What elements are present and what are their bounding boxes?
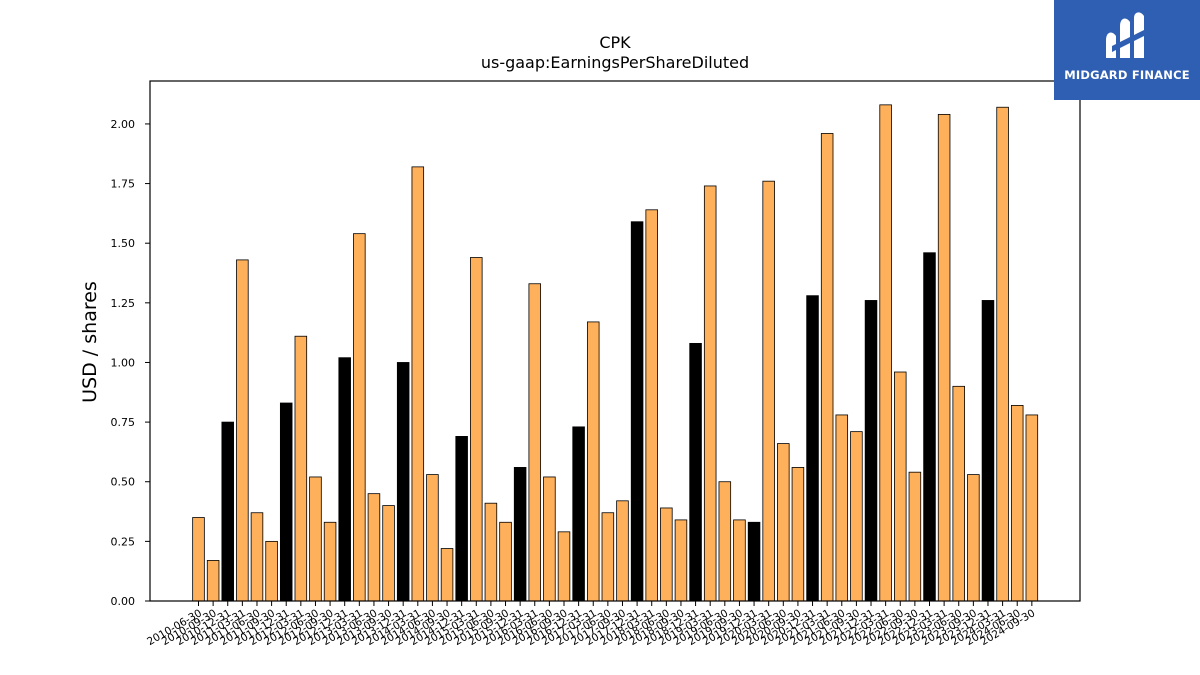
brand-name: MIDGARD FINANCE [1064,68,1190,82]
bar-2011-12-31 [279,402,293,602]
bar-2010-09-30 [206,560,220,602]
plot-frame [149,80,1081,602]
y-tick-label: 0.25 [111,535,136,548]
bar-2014-09-30 [440,548,454,602]
bar-2023-03-31 [937,113,951,602]
bar-2023-12-31 [981,300,995,602]
bar-2013-06-30 [367,493,381,602]
chart-subtitle: us-gaap:EarningsPerShareDiluted [481,53,749,72]
bar-2024-06-30 [1010,404,1024,602]
bar-2017-09-30 [616,500,629,602]
bar-2011-06-30 [250,512,264,602]
bar-2015-09-30 [499,521,512,602]
bar-2019-03-31 [703,185,717,602]
bar-2018-09-30 [674,519,688,602]
y-tick-label: 2.00 [111,118,136,131]
bar-2017-03-31 [586,321,600,602]
bar-group [192,104,1039,602]
bar-2013-09-30 [382,505,395,602]
y-tick-label: 0.50 [111,476,136,489]
bar-2016-12-31 [572,426,585,602]
bar-2024-03-31 [996,106,1009,602]
bar-2021-09-30 [850,431,863,602]
bar-2014-12-31 [455,436,468,602]
bar-2014-06-30 [426,474,439,602]
bar-2015-03-31 [470,257,483,602]
bar-2018-12-31 [689,342,702,602]
bar-2011-09-30 [265,540,278,602]
y-axis: 0.00 0.25 0.50 0.75 1.00 1.25 1.50 1.75 2.00 [111,118,150,608]
x-axis: 2010-06-302010-09-302010-12-312011-03-31… [145,601,1037,648]
bar-2015-12-31 [513,467,527,602]
y-axis-label: USD / shares [79,281,101,403]
bar-2021-03-31 [820,133,834,602]
y-tick-label: 1.75 [111,178,136,191]
y-tick-label: 1.50 [111,237,136,250]
bar-2013-12-31 [396,362,410,602]
bar-2016-09-30 [557,531,571,602]
bar-2018-03-31 [645,209,658,602]
bar-2012-12-31 [338,357,351,602]
bar-2022-12-31 [923,252,936,602]
bar-2013-03-31 [353,233,366,602]
chart-title: CPK [599,33,631,52]
bar-2019-06-30 [718,481,732,602]
brand-logo: MIDGARD FINANCE [1054,0,1200,100]
bar-2012-03-31 [294,335,308,602]
bar-2024-09-30 [1025,414,1039,602]
y-tick-label: 1.25 [111,297,136,310]
bar-2012-09-30 [323,521,337,602]
bar-2020-06-30 [777,443,790,602]
bar-2023-06-30 [952,385,965,602]
bar-2017-06-30 [601,512,615,602]
bar-2023-09-30 [967,474,980,602]
bar-2010-06-30 [192,517,205,602]
y-tick-label: 0.00 [111,595,136,608]
bar-2016-03-31 [528,283,542,602]
bar-2020-12-31 [806,295,819,602]
bar-2022-09-30 [908,471,922,602]
bar-2017-12-31 [630,221,644,602]
y-tick-label: 1.00 [111,356,136,369]
y-tick-label: 0.75 [111,416,136,429]
bar-2022-06-30 [894,371,907,602]
bar-2020-09-30 [791,467,805,602]
bar-2014-03-31 [411,166,425,602]
midgard-logo-icon [1106,12,1148,58]
bar-2016-06-30 [543,476,556,602]
bar-2022-03-31 [879,104,892,602]
bar-2019-09-30 [733,519,746,602]
bar-2020-03-31 [762,180,775,602]
bar-2021-06-30 [835,414,849,602]
bar-2011-03-31 [236,259,249,602]
bar-2019-12-31 [747,521,761,602]
bar-2018-06-30 [660,507,673,602]
bar-2015-06-30 [484,502,498,602]
bar-2010-12-31 [221,421,234,602]
bar-2021-12-31 [864,300,878,602]
bar-2012-06-30 [309,476,322,602]
